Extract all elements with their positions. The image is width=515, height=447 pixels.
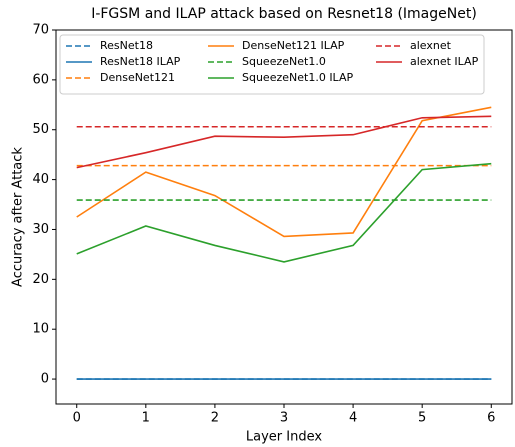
x-tick-label: 2 [211, 411, 219, 426]
y-axis-label: Accuracy after Attack [11, 147, 26, 287]
y-tick-label: 0 [41, 372, 49, 387]
x-tick-label: 4 [349, 411, 357, 426]
legend-label: DenseNet121 ILAP [242, 39, 345, 52]
line-series [76, 115, 492, 169]
y-tick-label: 10 [32, 322, 49, 337]
y-tick-label: 40 [32, 172, 49, 187]
x-tick-label: 0 [73, 411, 81, 426]
legend-label: ResNet18 ILAP [100, 55, 181, 68]
legend-label: alexnet [410, 39, 452, 52]
y-tick-label: 20 [32, 272, 49, 287]
chart-title: I-FGSM and ILAP attack based on Resnet18… [91, 6, 477, 22]
legend: ResNet18 ResNet18 ILAP DenseNet121 DenseNet… [59, 34, 485, 95]
legend-label: ResNet18 [100, 39, 153, 52]
x-axis-label: Layer Index [246, 430, 322, 445]
x-tick-label: 5 [418, 411, 426, 426]
legend-box [59, 34, 485, 95]
legend-label: DenseNet121 [100, 71, 175, 84]
y-tick-label: 30 [32, 222, 49, 237]
x-tick-label: 6 [487, 411, 495, 426]
x-tick-label: 3 [280, 411, 288, 426]
legend-label: alexnet ILAP [410, 55, 479, 68]
y-tick-label: 70 [32, 23, 49, 38]
legend-label: SqueezeNet1.0 ILAP [242, 71, 353, 84]
legend-label: SqueezeNet1.0 [242, 55, 326, 68]
line-series [76, 106, 492, 238]
line-series [76, 162, 492, 263]
y-tick-label: 50 [32, 122, 49, 137]
x-tick-label: 1 [142, 411, 150, 426]
y-tick-label: 60 [32, 72, 49, 87]
